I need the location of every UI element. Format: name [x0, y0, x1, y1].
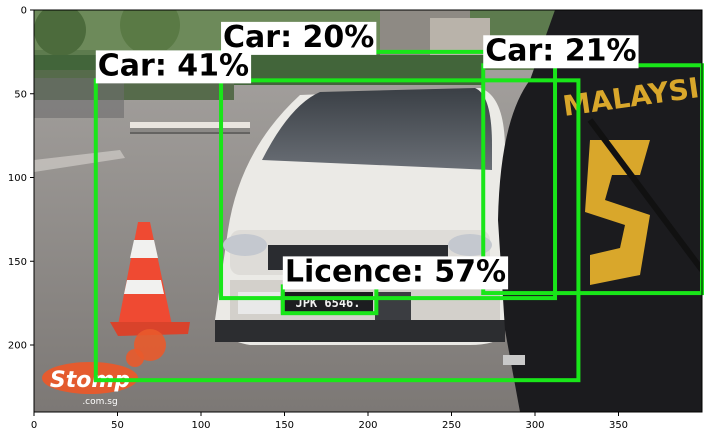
detection-label-background [95, 50, 252, 84]
detection-label-background [483, 35, 639, 69]
detection-box [93, 78, 581, 383]
detection-label: Car: 41% [98, 48, 249, 83]
y-tick-label: 200 [8, 341, 27, 352]
x-tick-label: 250 [442, 420, 461, 431]
y-tick-label: 50 [14, 89, 27, 100]
x-tick-label: 350 [609, 420, 628, 431]
detection-0: Car: 20% [219, 20, 558, 301]
x-tick-label: 150 [275, 420, 294, 431]
y-tick-label: 100 [8, 173, 27, 184]
detection-label-background [221, 21, 377, 55]
detection-label: Car: 20% [223, 20, 374, 55]
detection-label-background [282, 256, 509, 290]
y-tick-label: 150 [8, 257, 27, 268]
y-axis-ticks: 0 50 100 150 200 [8, 6, 34, 352]
detection-2: Car: 41% [93, 48, 581, 383]
x-tick-label: 300 [525, 420, 544, 431]
detection-1: Car: 21% [481, 33, 705, 296]
stomp-watermark: Stomp .com.sg [42, 329, 166, 407]
x-tick-label: 0 [31, 420, 37, 431]
x-tick-label: 50 [111, 420, 124, 431]
detection-box [219, 49, 558, 301]
person: MALAYSIA [498, 10, 702, 412]
x-tick-label: 100 [191, 420, 210, 431]
x-axis-ticks: 0 50 100 150 200 250 300 350 [31, 412, 628, 431]
detection-label: Licence: 57% [285, 254, 506, 289]
y-tick-label: 0 [21, 6, 27, 17]
x-tick-label: 200 [358, 420, 377, 431]
detection-3: Licence: 57% [280, 254, 509, 316]
detections-layer: Car: 20% Car: 21% Car: 41% Licence: 57% [93, 20, 705, 383]
watermark-domain: .com.sg [82, 397, 117, 407]
detection-label: Car: 21% [485, 33, 636, 68]
